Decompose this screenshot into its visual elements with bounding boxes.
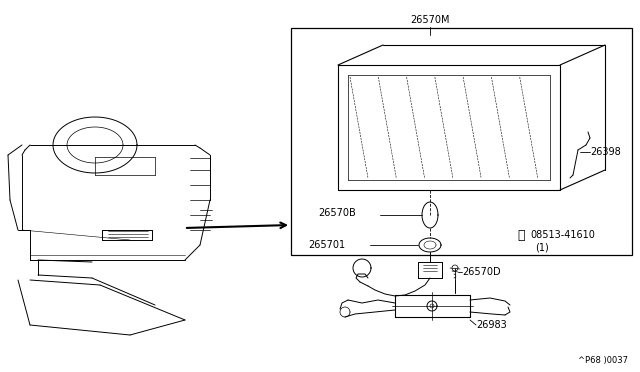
Bar bbox=[291, 28, 632, 255]
Text: 26983: 26983 bbox=[476, 320, 507, 330]
Text: Ⓢ: Ⓢ bbox=[517, 228, 525, 241]
Text: 26398: 26398 bbox=[590, 147, 621, 157]
Text: 26570D: 26570D bbox=[462, 267, 500, 277]
Text: 26570M: 26570M bbox=[410, 15, 450, 25]
Text: ^P68 )0037: ^P68 )0037 bbox=[578, 356, 628, 365]
Text: 265701: 265701 bbox=[308, 240, 345, 250]
Text: 26570B: 26570B bbox=[318, 208, 356, 218]
Text: 08513-41610: 08513-41610 bbox=[530, 230, 595, 240]
Text: (1): (1) bbox=[535, 243, 548, 253]
